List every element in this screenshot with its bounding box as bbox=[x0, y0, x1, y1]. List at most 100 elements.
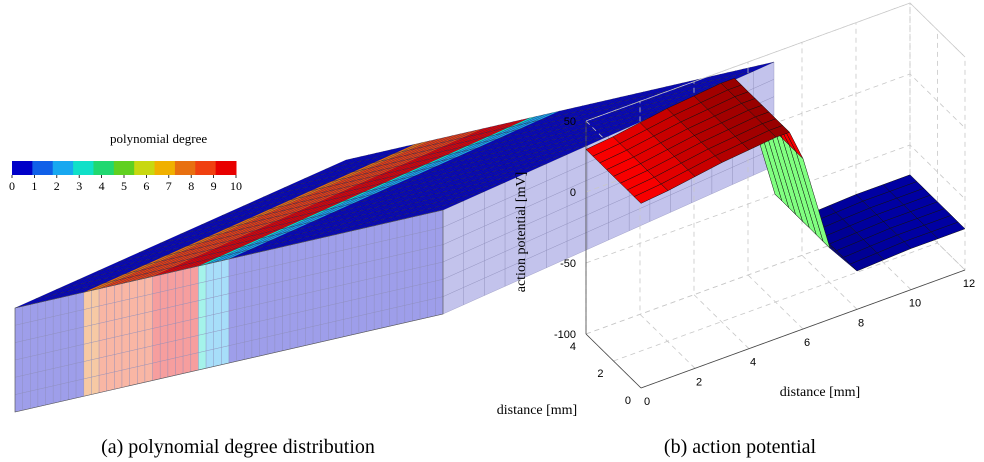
front-face-cell bbox=[412, 284, 421, 304]
front-face-cell bbox=[83, 376, 92, 397]
front-face-cell bbox=[167, 323, 176, 343]
front-face-cell bbox=[343, 317, 352, 338]
front-face-cell bbox=[106, 337, 115, 357]
front-face-cell bbox=[297, 241, 306, 261]
front-face-cell bbox=[305, 239, 314, 260]
y-tick-label: 4 bbox=[570, 341, 576, 353]
front-face-cell bbox=[106, 302, 115, 322]
colorbar-cell bbox=[195, 161, 217, 175]
front-face-cell bbox=[198, 264, 207, 284]
front-face-cell bbox=[98, 286, 107, 307]
top-face-cell bbox=[745, 61, 775, 74]
front-face-cell bbox=[251, 251, 260, 272]
front-face-cell bbox=[289, 295, 298, 315]
caption-b: (b) action potential bbox=[664, 436, 817, 458]
front-face-cell bbox=[75, 361, 84, 381]
front-face-cell bbox=[305, 326, 314, 346]
front-face-cell bbox=[45, 316, 54, 336]
front-face-cell bbox=[221, 258, 230, 279]
front-face-cell bbox=[389, 272, 398, 292]
front-face-cell bbox=[305, 308, 314, 329]
colorbar-cell bbox=[113, 161, 135, 175]
front-face-cell bbox=[320, 322, 329, 343]
colorbar-tick-label: 8 bbox=[188, 179, 194, 193]
front-face-cell bbox=[259, 302, 268, 322]
front-face-cell bbox=[282, 331, 291, 352]
colorbar-tick-label: 7 bbox=[166, 179, 172, 193]
front-face-cell bbox=[190, 265, 199, 286]
front-face-cell bbox=[213, 347, 222, 367]
front-face-cell bbox=[435, 244, 444, 265]
front-face-cell bbox=[160, 290, 169, 310]
front-face-cell bbox=[419, 299, 428, 320]
front-face-cell bbox=[213, 277, 222, 298]
front-face-cell bbox=[374, 310, 383, 331]
front-face-cell bbox=[22, 390, 31, 411]
front-face-cell bbox=[435, 261, 444, 282]
y-axis-line bbox=[585, 333, 642, 389]
front-face-cell bbox=[374, 241, 383, 261]
front-face-cell bbox=[190, 335, 199, 355]
front-face-cell bbox=[53, 383, 62, 404]
front-face-cell bbox=[121, 333, 130, 354]
front-face-cell bbox=[121, 350, 130, 371]
front-face-cell bbox=[167, 357, 176, 378]
front-face-cell bbox=[435, 209, 444, 230]
front-face-cell bbox=[198, 298, 207, 319]
front-face-cell bbox=[205, 262, 214, 282]
panel-action-potential: -100 -50 0 50 2 4 6 8 10 12 0 0 2 4 action potential … bbox=[497, 2, 975, 458]
front-face-cell bbox=[152, 291, 161, 312]
front-face-cell bbox=[83, 290, 92, 310]
front-face-cell bbox=[351, 246, 360, 266]
front-face-cell bbox=[236, 255, 245, 275]
front-face-cell bbox=[152, 309, 161, 329]
front-face-cell bbox=[427, 280, 436, 301]
front-face-cell bbox=[228, 309, 237, 329]
front-face-cell bbox=[305, 274, 314, 294]
front-face-cell bbox=[351, 281, 360, 301]
front-face-cell bbox=[312, 237, 321, 258]
front-face-cell bbox=[45, 333, 54, 354]
front-face-cell bbox=[427, 246, 436, 266]
front-face-cell bbox=[251, 286, 260, 307]
front-face-cell bbox=[419, 265, 428, 285]
front-face-cell bbox=[312, 255, 321, 275]
front-face-cell bbox=[244, 305, 253, 326]
front-face-cell bbox=[205, 279, 214, 300]
z-axis-label: action potential [mV] bbox=[514, 172, 529, 293]
front-face-outline bbox=[14, 209, 444, 413]
front-face-cell bbox=[335, 232, 344, 253]
front-face-cell bbox=[251, 269, 260, 289]
front-face-cell bbox=[152, 343, 161, 364]
x-tick-label: 12 bbox=[963, 278, 975, 290]
front-face-cell bbox=[435, 279, 444, 299]
front-face-cell bbox=[144, 293, 153, 314]
z-tick-label: 0 bbox=[570, 187, 576, 199]
front-face-cell bbox=[152, 361, 161, 381]
front-face-cell bbox=[83, 359, 92, 380]
front-face-cell bbox=[289, 260, 298, 280]
front-face-cell bbox=[175, 338, 184, 359]
front-face-cell bbox=[381, 308, 390, 329]
front-face-cell bbox=[267, 300, 276, 320]
front-face-cell bbox=[236, 341, 245, 362]
colorbar-cell bbox=[32, 161, 54, 175]
front-face-cell bbox=[328, 234, 337, 254]
front-face-cell bbox=[358, 244, 367, 265]
y-axis-label: distance [mm] bbox=[497, 403, 577, 418]
colorbar-tick-label: 0 bbox=[9, 179, 15, 193]
front-face-cell bbox=[358, 227, 367, 247]
x-tick-label: 8 bbox=[858, 317, 864, 329]
front-face-cell bbox=[114, 352, 123, 373]
front-face-cell bbox=[205, 314, 214, 334]
front-face-cell bbox=[328, 320, 337, 341]
front-face-cell bbox=[160, 324, 169, 345]
surface bbox=[585, 78, 966, 272]
front-face-cell bbox=[389, 254, 398, 275]
front-face-cell bbox=[358, 261, 367, 282]
front-face-cell bbox=[320, 288, 329, 308]
front-face-cell bbox=[45, 385, 54, 406]
front-face-cell bbox=[53, 297, 62, 317]
front-face-cell bbox=[68, 380, 77, 401]
front-face-cell bbox=[381, 274, 390, 294]
